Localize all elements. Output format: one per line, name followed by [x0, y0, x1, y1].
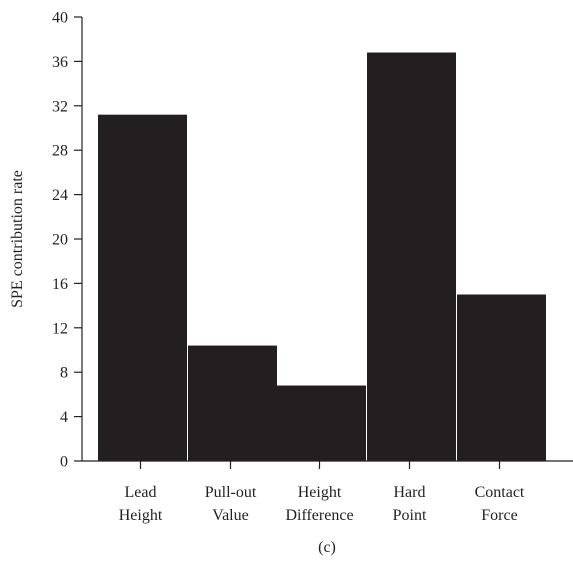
- x-category-label: Lead Height: [119, 484, 163, 524]
- y-tick-label: 20: [52, 232, 68, 249]
- y-tick-label: 0: [60, 454, 68, 471]
- y-tick-label: 40: [52, 10, 68, 27]
- y-ticks-group: 0 4 8 12 16 20 24 28 32 36 40: [52, 10, 82, 471]
- x-labels-group: Lead Height Pull-out Value Height Difference H…: [119, 461, 525, 524]
- bar-contact-force: [457, 294, 546, 461]
- x-category-label: Hard Point: [393, 484, 427, 524]
- y-tick-label: 32: [52, 98, 68, 115]
- y-axis-title: SPE contribution rate: [9, 170, 26, 308]
- x-category-label: Pull-out Value: [205, 484, 257, 524]
- x-category-label: Contact Force: [475, 484, 525, 524]
- y-tick-label: 4: [60, 409, 68, 426]
- y-tick-label: 28: [52, 143, 68, 160]
- bar-pull-out-value: [188, 345, 277, 461]
- y-tick-label: 16: [52, 276, 68, 293]
- bar-lead-height: [98, 114, 187, 462]
- bar-height-difference: [277, 385, 366, 461]
- y-tick-label: 8: [60, 365, 68, 382]
- chart-caption: (c): [318, 539, 336, 556]
- y-tick-label: 36: [52, 54, 68, 71]
- y-tick-label: 12: [52, 320, 68, 337]
- y-tick-label: 24: [52, 187, 68, 204]
- bars-group: [98, 52, 546, 462]
- bar-hard-point: [367, 52, 456, 462]
- x-category-label: Height Difference: [285, 484, 353, 524]
